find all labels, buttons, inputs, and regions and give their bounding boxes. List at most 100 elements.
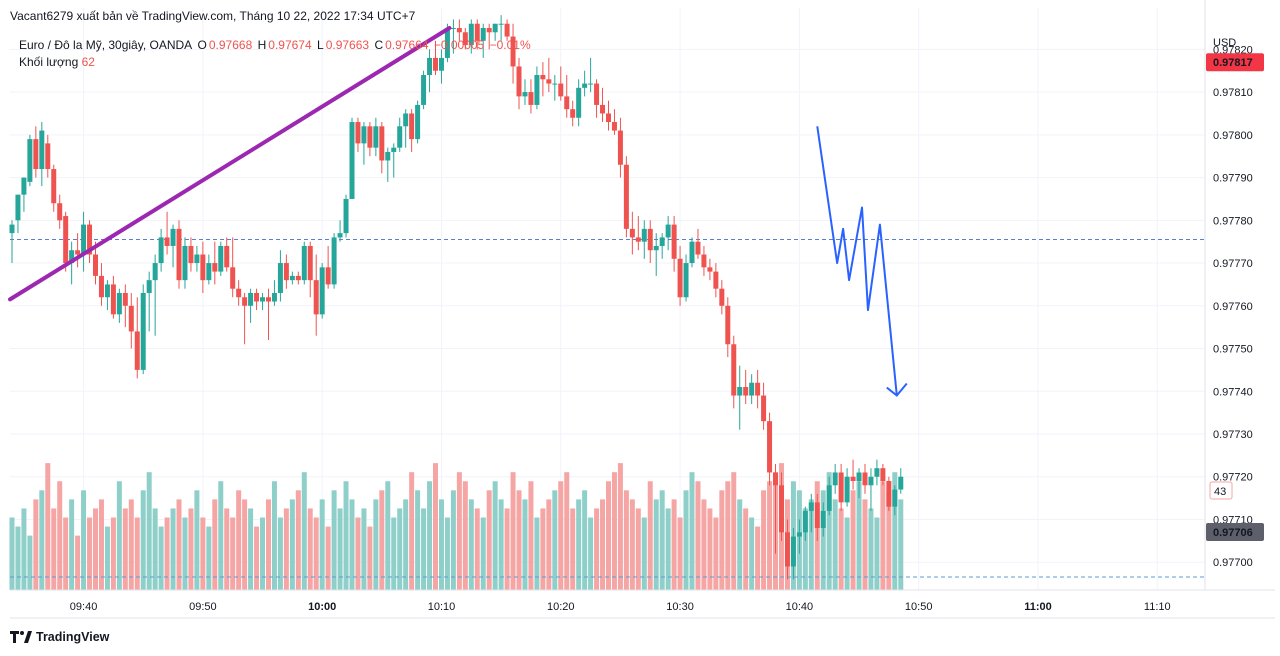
candle-body <box>486 28 492 33</box>
candle-body <box>862 472 868 486</box>
volume-bar <box>522 499 528 590</box>
candle-body <box>719 288 725 306</box>
volume-bar <box>295 490 301 590</box>
candle-body <box>808 502 814 511</box>
candle <box>15 194 21 234</box>
volume-bar <box>647 481 653 590</box>
candle <box>248 288 254 323</box>
candle <box>874 459 880 486</box>
tradingview-branding[interactable]: TradingView <box>10 630 109 644</box>
volume-bar <box>737 499 743 590</box>
candle <box>134 297 140 379</box>
volume-bar <box>9 517 15 590</box>
arrow-head <box>886 382 908 397</box>
candle <box>104 280 110 311</box>
candle <box>39 122 45 187</box>
candle <box>570 100 576 127</box>
candle-body <box>15 194 21 221</box>
candle-body <box>838 472 844 503</box>
volume-bar <box>576 499 582 590</box>
volume-bar <box>361 508 367 590</box>
candle <box>379 122 385 174</box>
candle <box>832 463 838 494</box>
candle <box>725 297 731 358</box>
candle <box>295 271 301 285</box>
candle-body <box>617 130 623 165</box>
candle <box>749 374 755 405</box>
candle <box>200 241 206 293</box>
candle-body <box>510 36 516 67</box>
candle <box>683 254 689 302</box>
candle <box>9 220 15 264</box>
volume-bar <box>110 517 116 590</box>
candle-body <box>122 292 128 306</box>
time-tick-label: 10:40 <box>786 601 814 613</box>
volume-bar <box>558 481 564 590</box>
low-label: L <box>317 38 324 52</box>
volume-bar <box>707 508 713 590</box>
candle <box>283 254 289 289</box>
candle <box>438 49 444 84</box>
price-axis[interactable]: USD0.978200.978100.978000.977900.977800.… <box>1204 0 1264 590</box>
time-tick-label: 09:40 <box>70 601 98 613</box>
candle-body <box>385 151 391 161</box>
volume-bar <box>617 463 623 590</box>
volume-bar <box>260 517 266 590</box>
candle-body <box>802 510 808 533</box>
volume-bar <box>415 490 421 590</box>
trendline <box>8 26 452 302</box>
candle <box>635 216 641 251</box>
volume-bar <box>63 517 69 590</box>
candle-body <box>880 468 886 482</box>
candle-body <box>116 292 122 315</box>
time-axis[interactable]: 09:40 09:50 10:00 10:10 10:20 10:30 10:40 10:50… <box>10 589 1275 619</box>
volume-bar <box>289 499 295 590</box>
volume-bar <box>683 490 689 590</box>
candle <box>415 100 421 144</box>
volume-bar <box>45 463 51 590</box>
candle-body <box>892 489 898 507</box>
candle <box>367 122 373 157</box>
time-tick-label: 11:10 <box>1144 601 1171 613</box>
candle <box>480 23 486 58</box>
candle-body <box>128 305 134 332</box>
candle-body <box>349 122 355 199</box>
candle <box>534 66 540 110</box>
volume-bar <box>635 508 641 590</box>
candle <box>814 493 820 541</box>
volume-bar <box>301 472 307 590</box>
candle <box>343 194 349 238</box>
volume-bar <box>582 490 588 590</box>
volume-bar <box>600 499 606 590</box>
candle-body <box>522 92 528 97</box>
candle-body <box>57 203 63 221</box>
volume-bar <box>868 508 874 590</box>
candle-body <box>248 292 254 306</box>
candle <box>182 237 188 289</box>
time-tick-label: 09:50 <box>189 601 217 613</box>
volume-bar <box>128 499 134 590</box>
volume-legend[interactable]: Khối lượng 62 <box>19 55 95 69</box>
candle-body <box>212 263 218 272</box>
candle <box>665 216 671 251</box>
candle-body <box>277 263 283 293</box>
volume-bar <box>886 490 892 590</box>
candle-body <box>206 263 212 281</box>
volume-bar <box>862 499 868 590</box>
candle-body <box>427 57 433 76</box>
volume-bar <box>767 481 773 590</box>
candle <box>242 292 248 345</box>
time-tick-label: 10:30 <box>666 601 694 613</box>
candle-body <box>9 224 15 234</box>
candle-body <box>433 57 439 71</box>
candle-body <box>188 245 194 264</box>
symbol-legend[interactable]: Euro / Đô la Mỹ, 30giây, OANDA O 0.97668 … <box>19 38 533 52</box>
drawing-layer[interactable] <box>8 26 908 397</box>
candle-body <box>605 113 611 123</box>
volume-bar <box>200 517 206 590</box>
volume-bar <box>802 508 808 590</box>
candle-body <box>194 254 200 264</box>
volume-bar <box>355 517 361 590</box>
candle <box>63 211 69 272</box>
